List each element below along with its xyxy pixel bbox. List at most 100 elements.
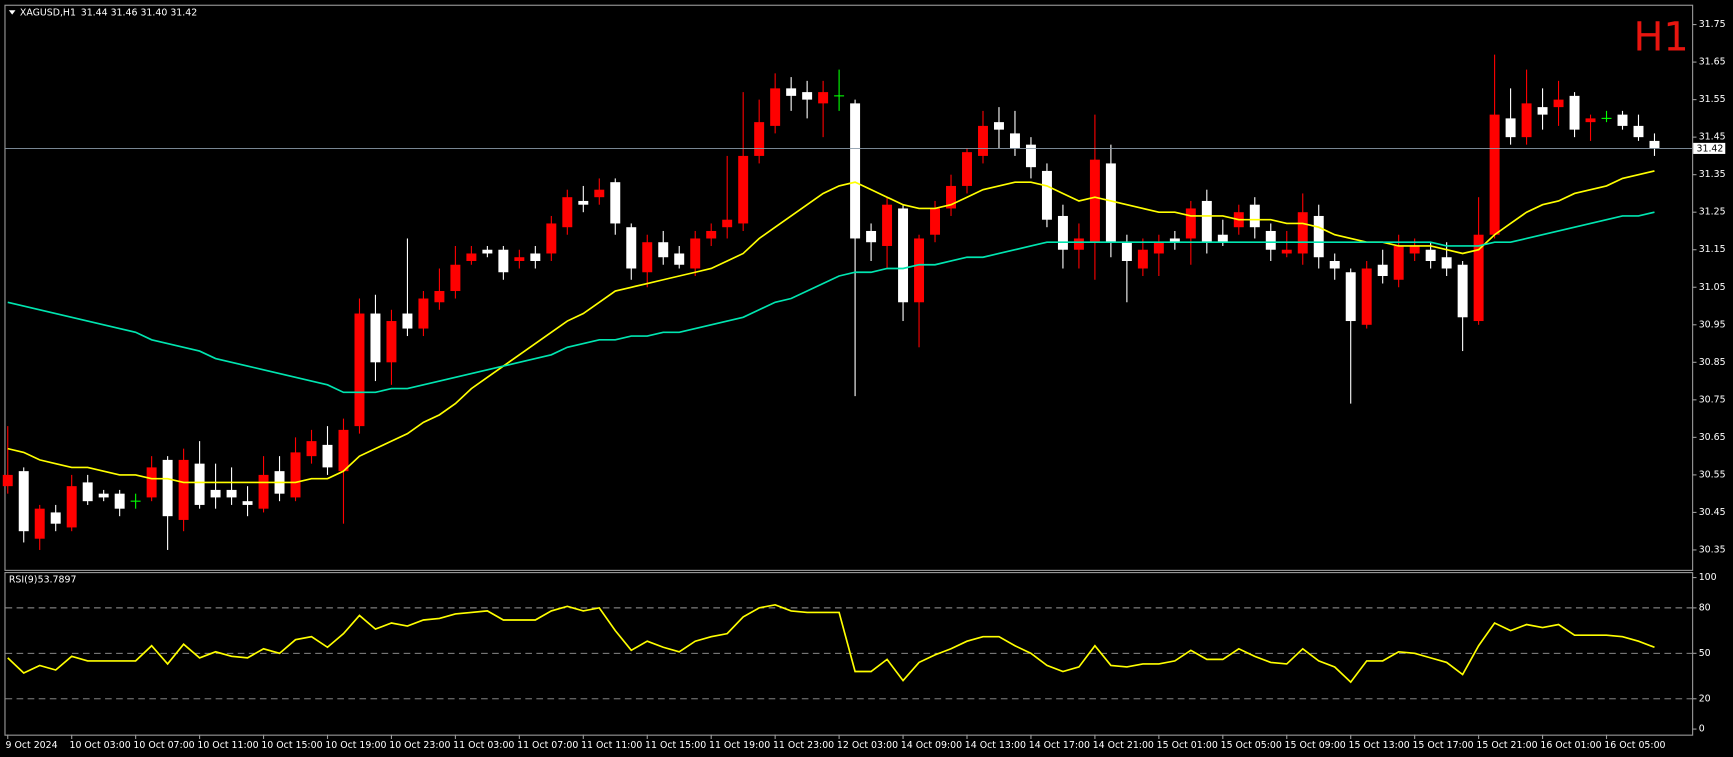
x-tick-label: 10 Oct 03:00 — [69, 740, 130, 751]
symbol-title: XAGUSD,H1 — [20, 7, 76, 18]
x-tick-label: 10 Oct 19:00 — [325, 740, 386, 751]
candle-body — [962, 152, 972, 186]
candle-body — [642, 242, 653, 273]
candle-body — [850, 103, 861, 239]
candle-body — [1201, 200, 1212, 243]
y-tick-label: 20 — [1699, 693, 1711, 704]
candle-body — [354, 313, 365, 427]
candle-body — [1521, 103, 1532, 138]
candle-body — [1617, 114, 1628, 126]
y-tick-label: 50 — [1699, 648, 1711, 659]
y-tick-label: 31.35 — [1699, 169, 1726, 180]
candle-body — [66, 486, 77, 528]
candle-body — [1153, 242, 1164, 254]
candle-body — [882, 204, 893, 246]
candle-body — [690, 238, 701, 269]
candle-body — [1409, 245, 1420, 254]
candle-body — [994, 122, 1004, 130]
y-tick-label: 31.15 — [1699, 244, 1726, 255]
candle-body — [786, 88, 797, 96]
x-tick-label: 10 Oct 11:00 — [197, 740, 258, 751]
candle-body — [1249, 204, 1260, 228]
candle-body — [210, 489, 221, 498]
candle-body — [306, 441, 317, 457]
collapse-arrow[interactable] — [8, 10, 16, 15]
candle-body — [82, 482, 93, 502]
candle-body — [2, 474, 13, 487]
x-tick-label: 11 Oct 11:00 — [581, 740, 642, 751]
timeframe-label: H1 — [1633, 15, 1688, 61]
y-tick-label: 30.55 — [1699, 469, 1726, 480]
candle-body — [658, 242, 669, 258]
x-tick-label: 11 Oct 23:00 — [773, 740, 834, 751]
candle-body — [466, 253, 477, 261]
candle-body — [802, 92, 813, 100]
candle-body — [946, 185, 956, 209]
candle-body — [1137, 249, 1148, 269]
candle-body — [546, 223, 557, 254]
candle-body — [514, 257, 525, 261]
candle-body — [402, 313, 413, 329]
x-tick-label: 14 Oct 17:00 — [1029, 740, 1090, 751]
x-tick-label: 9 Oct 2024 — [6, 740, 58, 751]
candle-body — [1553, 99, 1564, 108]
rsi-title: RSI(9) — [9, 574, 38, 585]
candle-body — [1569, 95, 1580, 130]
candle-body — [1057, 215, 1068, 250]
candle-body — [770, 88, 781, 126]
x-tick-label: 14 Oct 09:00 — [901, 740, 962, 751]
candle-body — [674, 253, 685, 265]
candle-body — [194, 463, 205, 505]
candle-body — [578, 200, 589, 205]
y-tick-label: 31.45 — [1699, 132, 1726, 143]
candle-body — [146, 467, 157, 498]
y-tick-label: 31.25 — [1699, 207, 1726, 218]
candle-body — [1585, 118, 1596, 123]
candle-body — [1377, 264, 1388, 277]
x-tick-label: 15 Oct 01:00 — [1157, 740, 1218, 751]
x-tick-label: 12 Oct 03:00 — [837, 740, 898, 751]
candle-body — [1169, 238, 1180, 243]
candle-body — [1329, 260, 1340, 269]
x-tick-label: 11 Oct 19:00 — [709, 740, 770, 751]
y-tick-label: 30.85 — [1699, 357, 1726, 368]
y-tick-label: 100 — [1699, 572, 1717, 583]
candle-body — [1633, 125, 1644, 138]
candle-body — [1105, 163, 1116, 243]
current-price-box — [1693, 142, 1726, 154]
candle-body — [434, 291, 445, 303]
candle-body — [1089, 159, 1100, 243]
x-tick-label: 11 Oct 07:00 — [517, 740, 578, 751]
y-tick-label: 80 — [1699, 602, 1711, 613]
candle-body — [1281, 249, 1292, 254]
candle-body — [1361, 268, 1372, 325]
candle-body — [930, 208, 941, 235]
x-tick-label: 10 Oct 15:00 — [261, 740, 322, 751]
candle-body — [338, 429, 349, 472]
y-tick-label: 31.65 — [1699, 57, 1726, 68]
candle-body — [1457, 264, 1468, 318]
y-tick-label: 31.55 — [1699, 94, 1726, 105]
x-tick-label: 15 Oct 09:00 — [1285, 740, 1346, 751]
candle-body — [498, 249, 509, 273]
candle-body — [1217, 234, 1228, 243]
candle-body — [818, 92, 829, 104]
x-tick-label: 16 Oct 01:00 — [1540, 740, 1601, 751]
candle-body — [1073, 238, 1084, 250]
x-tick-label: 11 Oct 03:00 — [453, 740, 514, 751]
candle-body — [1649, 140, 1660, 149]
candle-body — [1265, 230, 1276, 250]
candle-body — [1121, 242, 1132, 261]
candle-body — [1345, 272, 1356, 322]
candle-body — [1441, 257, 1452, 269]
x-tick-label: 15 Oct 17:00 — [1412, 740, 1473, 751]
candle-body — [866, 230, 877, 243]
candle-body — [754, 122, 765, 156]
ohlc-readout: 31.44 31.46 31.40 31.42 — [81, 7, 198, 18]
x-tick-label: 10 Oct 07:00 — [133, 740, 194, 751]
candle-body — [1505, 118, 1516, 138]
candle-body — [162, 459, 173, 517]
candle-body — [1025, 144, 1036, 168]
